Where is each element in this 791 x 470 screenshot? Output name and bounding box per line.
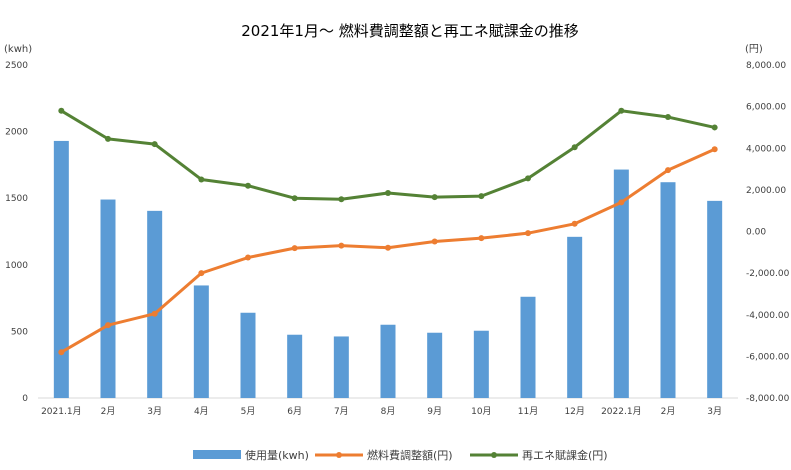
point-renewable-levy (525, 175, 531, 182)
bar-usage (473, 330, 489, 398)
y-right-tick-label: -8,000.00 (746, 394, 790, 404)
x-tick-label: 12月 (564, 406, 584, 417)
bar-usage (287, 334, 303, 398)
bar-usage (613, 169, 629, 398)
point-renewable-levy (571, 144, 578, 151)
point-fuel-adjustment (385, 244, 391, 251)
point-fuel-adjustment (291, 245, 298, 252)
x-tick-label: 6月 (287, 406, 302, 417)
y-right-tick-label: 6,000.00 (746, 103, 786, 113)
y-left-tick-label: 2500 (5, 61, 28, 71)
bar-usage (380, 324, 396, 398)
y-right-tick-label: 0.00 (746, 228, 766, 238)
y-left-tick-label: 2000 (5, 128, 28, 138)
y-left-tick-label: 500 (11, 327, 28, 337)
point-fuel-adjustment (525, 230, 531, 237)
bar-usage (660, 182, 676, 398)
point-fuel-adjustment (245, 254, 251, 261)
legend-swatch-marker (336, 452, 342, 458)
bar-usage (100, 199, 116, 398)
point-fuel-adjustment (105, 322, 111, 329)
point-fuel-adjustment (711, 146, 718, 153)
point-renewable-levy (478, 193, 485, 200)
bar-usage (567, 236, 583, 398)
point-renewable-levy (431, 194, 438, 201)
point-renewable-levy (198, 176, 205, 183)
y-right-tick-label: 8,000.00 (746, 61, 786, 71)
legend-label: 使用量(kwh) (245, 449, 309, 462)
x-tick-label: 10月 (471, 406, 491, 417)
legend-swatch-marker (491, 452, 497, 458)
x-tick-label: 4月 (194, 406, 209, 417)
point-fuel-adjustment (665, 167, 671, 174)
point-fuel-adjustment (478, 235, 485, 242)
x-tick-label: 3月 (707, 406, 722, 417)
bar-usage (53, 140, 69, 398)
bar-usage (333, 336, 349, 398)
bar-usage (240, 312, 256, 398)
x-tick-label: 7月 (334, 406, 349, 417)
point-renewable-levy (58, 107, 65, 114)
y-right-axis-label: (円) (745, 44, 763, 55)
point-fuel-adjustment (431, 238, 438, 245)
x-tick-label: 5月 (241, 406, 256, 417)
x-tick-label: 8月 (381, 406, 396, 417)
x-tick-label: 11月 (518, 406, 538, 417)
x-tick-label: 9月 (427, 406, 442, 417)
y-right-tick-label: 4,000.00 (746, 144, 786, 154)
point-renewable-levy (105, 135, 111, 142)
point-renewable-levy (618, 107, 625, 114)
legend-label: 燃料費調整額(円) (367, 448, 453, 462)
point-fuel-adjustment (151, 310, 158, 317)
legend-label: 再エネ賦課金(円) (522, 448, 608, 462)
y-left-tick-label: 0 (22, 394, 28, 404)
chart-title: 2021年1月～ 燃料費調整額と再エネ賦課金の推移 (241, 22, 579, 40)
y-left-axis-label: (kwh) (4, 44, 32, 55)
point-renewable-levy (151, 141, 158, 148)
legend-swatch-bar (193, 450, 241, 459)
y-right-tick-label: -4,000.00 (746, 311, 790, 321)
point-fuel-adjustment (618, 199, 625, 206)
point-renewable-levy (291, 195, 298, 202)
y-right-tick-label: -2,000.00 (746, 269, 790, 279)
point-fuel-adjustment (198, 270, 205, 277)
y-right-tick-label: 2,000.00 (746, 186, 786, 196)
x-tick-label: 2021.1月 (41, 406, 82, 417)
x-tick-label: 2月 (661, 406, 676, 417)
bar-usage (427, 332, 443, 398)
bar-usage (707, 200, 723, 398)
x-tick-label: 2022.1月 (601, 406, 642, 417)
point-fuel-adjustment (571, 220, 578, 227)
point-fuel-adjustment (338, 242, 345, 249)
point-renewable-levy (711, 124, 718, 131)
bar-usage (147, 210, 163, 398)
y-right-tick-label: -6,000.00 (746, 352, 790, 362)
point-fuel-adjustment (58, 349, 65, 356)
point-renewable-levy (338, 196, 345, 203)
x-tick-label: 2月 (101, 406, 116, 417)
legend: 使用量(kwh) 燃料費調整額(円) 再エネ賦課金(円) (193, 448, 608, 462)
point-renewable-levy (385, 189, 391, 196)
point-renewable-levy (665, 114, 671, 121)
bar-usage (520, 296, 536, 398)
x-tick-label: 3月 (147, 406, 162, 417)
bar-usage (193, 285, 209, 398)
y-left-tick-label: 1000 (5, 261, 28, 271)
plot-area: 2500 2000 1500 1000 500 0 8,000.00 6,000.00 4,00… (5, 61, 790, 417)
y-left-tick-label: 1500 (5, 194, 28, 204)
point-renewable-levy (245, 182, 251, 189)
